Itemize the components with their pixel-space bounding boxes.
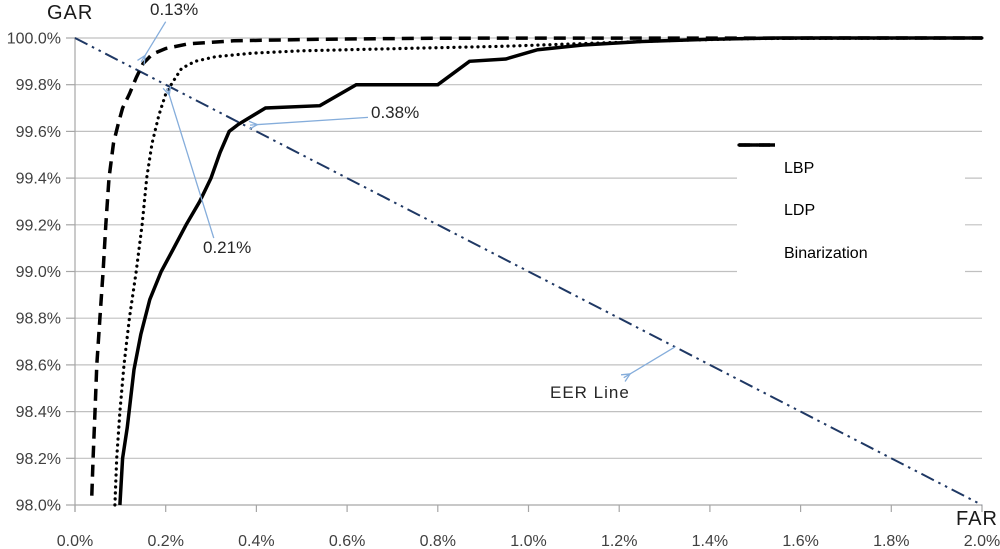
legend-item-ldp: LDP bbox=[739, 143, 965, 220]
x-tick-label: 0.6% bbox=[329, 533, 365, 549]
y-axis-title: GAR bbox=[47, 2, 94, 24]
x-tick-label: 1.6% bbox=[782, 533, 818, 549]
x-tick-label: 1.0% bbox=[510, 533, 546, 549]
y-tick-label: 98.4% bbox=[16, 404, 61, 421]
x-tick-label: 1.2% bbox=[601, 533, 637, 549]
x-tick-label: 1.8% bbox=[873, 533, 909, 549]
y-tick-label: 98.2% bbox=[16, 451, 61, 468]
y-tick-label: 99.8% bbox=[16, 77, 61, 94]
x-tick-label: 1.4% bbox=[692, 533, 728, 549]
x-tick-label: 0.4% bbox=[238, 533, 274, 549]
legend-label: LBP bbox=[784, 160, 815, 178]
annotation-arrow-0 bbox=[141, 21, 167, 62]
annotation-label-ldp-eer: 0.13% bbox=[150, 0, 199, 19]
annotation-arrow-1 bbox=[167, 88, 215, 239]
legend-label: LDP bbox=[784, 202, 816, 220]
y-tick-label: 98.0% bbox=[16, 498, 61, 515]
legend-label: Binarization bbox=[784, 244, 868, 262]
x-tick-label: 0.8% bbox=[420, 533, 456, 549]
annotation-arrow-3 bbox=[624, 346, 676, 378]
x-axis-title: FAR bbox=[956, 508, 998, 530]
legend-swatch-solid-icon bbox=[739, 143, 775, 147]
y-tick-label: 99.4% bbox=[16, 171, 61, 188]
y-tick-label: 99.0% bbox=[16, 264, 61, 281]
annotation-label-binarization-eer: 0.38% bbox=[371, 103, 420, 122]
x-tick-label: 0.2% bbox=[147, 533, 183, 549]
series-binarization bbox=[118, 36, 982, 506]
legend: LBP LDP Binarization bbox=[737, 140, 965, 283]
legend-item-lbp: LBP bbox=[737, 143, 965, 178]
series-eer-line bbox=[74, 37, 983, 506]
annotation-arrow-2 bbox=[250, 116, 369, 125]
x-tick-label: 0.0% bbox=[57, 533, 93, 549]
series-ldp bbox=[90, 36, 983, 496]
y-tick-label: 99.2% bbox=[16, 217, 61, 234]
y-tick-label: 100.0% bbox=[7, 31, 61, 48]
annotation-label-lbp-eer: 0.21% bbox=[203, 238, 252, 257]
y-tick-label: 99.6% bbox=[16, 124, 61, 141]
x-tick-label: 2.0% bbox=[964, 533, 1000, 549]
y-tick-label: 98.8% bbox=[16, 311, 61, 328]
legend-item-binarization: Binarization bbox=[739, 143, 965, 263]
y-tick-label: 98.6% bbox=[16, 357, 61, 374]
annotation-label-eer-line: EER Line bbox=[550, 383, 630, 402]
